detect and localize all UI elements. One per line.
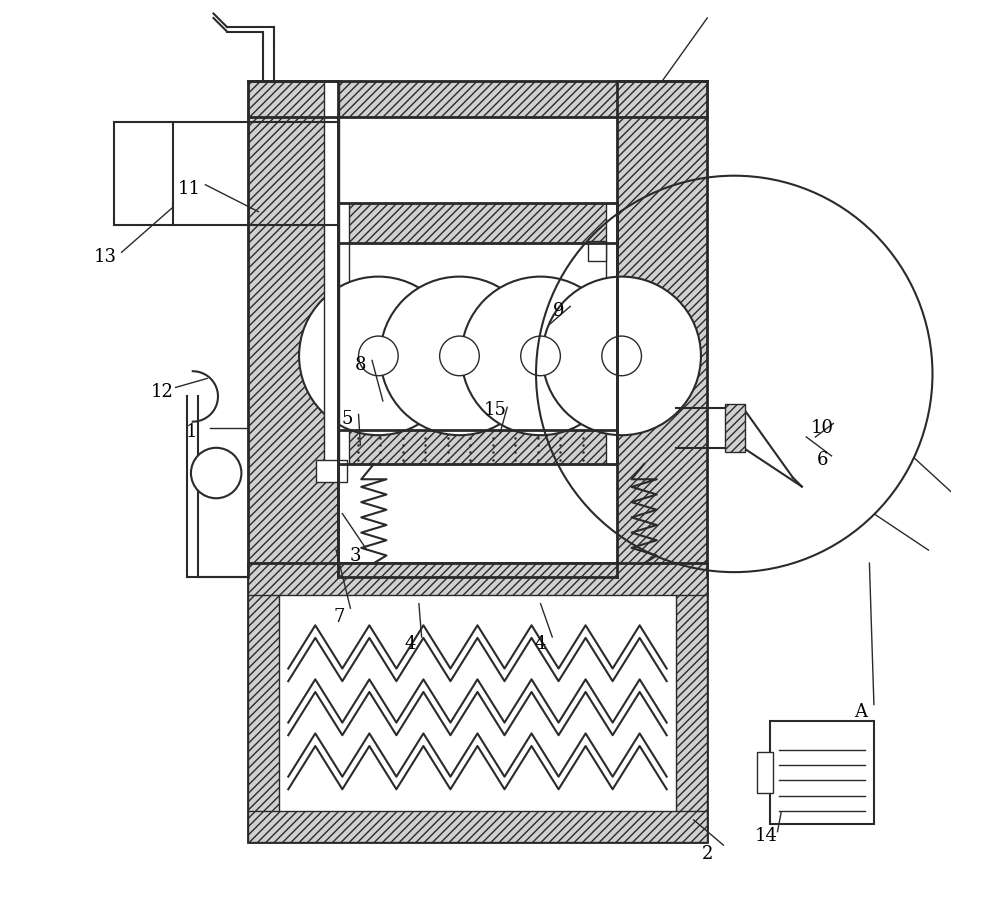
Text: A: A — [854, 703, 867, 721]
Circle shape — [191, 448, 241, 498]
Bar — [338, 203, 617, 243]
Bar — [725, 404, 745, 452]
Text: 15: 15 — [484, 401, 507, 419]
Text: 13: 13 — [94, 248, 117, 266]
Bar — [338, 203, 349, 464]
Circle shape — [299, 277, 458, 435]
Bar — [757, 751, 773, 793]
Bar — [676, 563, 707, 842]
Text: 9: 9 — [553, 302, 564, 320]
Text: 3: 3 — [350, 547, 362, 565]
Circle shape — [440, 336, 479, 376]
Text: 12: 12 — [151, 383, 174, 401]
Text: 10: 10 — [811, 419, 834, 437]
Circle shape — [602, 336, 641, 376]
Bar — [606, 203, 617, 464]
Circle shape — [380, 277, 539, 435]
Circle shape — [461, 277, 620, 435]
Bar — [248, 563, 707, 842]
Text: 11: 11 — [178, 180, 201, 198]
Bar — [248, 563, 707, 595]
Bar — [316, 460, 347, 482]
Text: 2: 2 — [702, 845, 713, 863]
Circle shape — [542, 277, 701, 435]
Text: 6: 6 — [817, 450, 828, 469]
Text: 4: 4 — [535, 635, 546, 653]
Bar — [770, 721, 874, 824]
Text: 14: 14 — [754, 827, 777, 845]
Bar — [248, 811, 707, 842]
Bar — [338, 430, 617, 464]
Bar — [324, 81, 339, 464]
Bar — [588, 241, 606, 261]
Text: 4: 4 — [404, 635, 416, 653]
Text: 7: 7 — [334, 608, 345, 626]
Text: 1: 1 — [186, 423, 198, 441]
Text: 5: 5 — [341, 410, 353, 428]
Bar — [248, 81, 338, 577]
Bar — [617, 81, 707, 577]
Bar — [248, 563, 279, 842]
Bar — [248, 81, 707, 117]
Text: 8: 8 — [355, 356, 366, 374]
Bar — [114, 122, 173, 225]
Circle shape — [359, 336, 398, 376]
Circle shape — [521, 336, 560, 376]
